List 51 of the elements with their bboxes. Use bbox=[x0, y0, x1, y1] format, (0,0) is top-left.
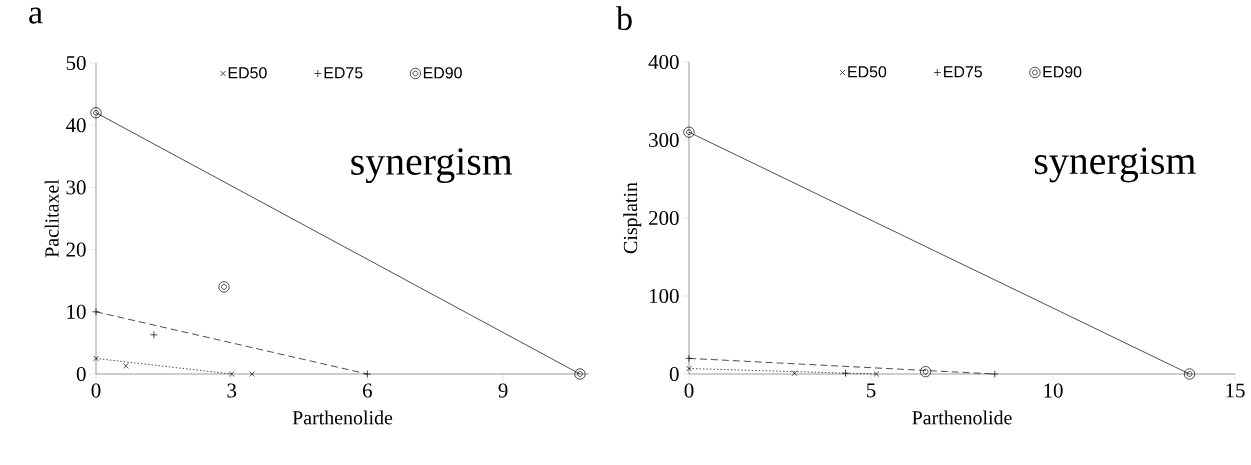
point bbox=[228, 371, 235, 377]
y-tick-label: 200 bbox=[649, 210, 679, 226]
point bbox=[363, 370, 372, 378]
y-tick-label: 20 bbox=[66, 242, 86, 257]
x-axis-title: Parthenolide bbox=[912, 410, 1012, 425]
annotation: synergism bbox=[351, 148, 513, 184]
x-tick-label: 6 bbox=[363, 383, 372, 398]
y-axis-title: Cisplatin bbox=[623, 182, 642, 254]
point bbox=[873, 371, 880, 377]
x-axis-title: Parthenolide bbox=[292, 410, 393, 425]
y-tick-label: 400 bbox=[648, 54, 679, 70]
point bbox=[218, 281, 230, 293]
y-axis-title: Paclitaxel bbox=[44, 179, 59, 258]
y-tick-label: 0 bbox=[76, 366, 86, 382]
y-tick-label: 40 bbox=[65, 118, 86, 133]
legend-label: ED50 bbox=[848, 66, 887, 78]
legend-label: ED75 bbox=[944, 66, 982, 78]
y-tick-label: 0 bbox=[669, 366, 679, 382]
chart-title: a bbox=[29, 7, 43, 24]
x-tick-label: 0 bbox=[91, 383, 101, 398]
point bbox=[93, 355, 99, 362]
x-tick-label: 15 bbox=[1226, 383, 1245, 398]
point bbox=[841, 369, 850, 378]
point bbox=[990, 370, 999, 378]
y-tick-label: 50 bbox=[66, 55, 86, 71]
point bbox=[686, 365, 692, 372]
y-tick-label: 100 bbox=[649, 288, 679, 304]
point bbox=[791, 370, 798, 377]
point bbox=[90, 107, 102, 119]
point bbox=[685, 354, 693, 363]
point bbox=[150, 330, 158, 339]
legend-label: ED90 bbox=[1043, 66, 1082, 78]
x-tick-label: 5 bbox=[867, 383, 876, 398]
x-tick-label: 10 bbox=[1044, 383, 1063, 398]
point bbox=[123, 363, 129, 369]
point bbox=[683, 126, 695, 138]
annotation: synergism bbox=[1034, 147, 1196, 183]
legend-label: ED75 bbox=[324, 67, 363, 79]
point bbox=[574, 368, 586, 380]
legend-label: ED90 bbox=[423, 67, 462, 79]
chart-title: b bbox=[616, 6, 632, 31]
y-tick-label: 300 bbox=[649, 132, 679, 148]
y-tick-label: 30 bbox=[66, 180, 86, 195]
x-tick-label: 3 bbox=[227, 383, 237, 398]
point bbox=[1183, 368, 1196, 380]
x-tick-label: 9 bbox=[498, 383, 508, 398]
x-tick-label: 0 bbox=[684, 383, 694, 398]
y-tick-label: 10 bbox=[67, 304, 86, 319]
point bbox=[92, 307, 100, 316]
legend-label: ED50 bbox=[228, 67, 267, 79]
point bbox=[920, 366, 932, 378]
